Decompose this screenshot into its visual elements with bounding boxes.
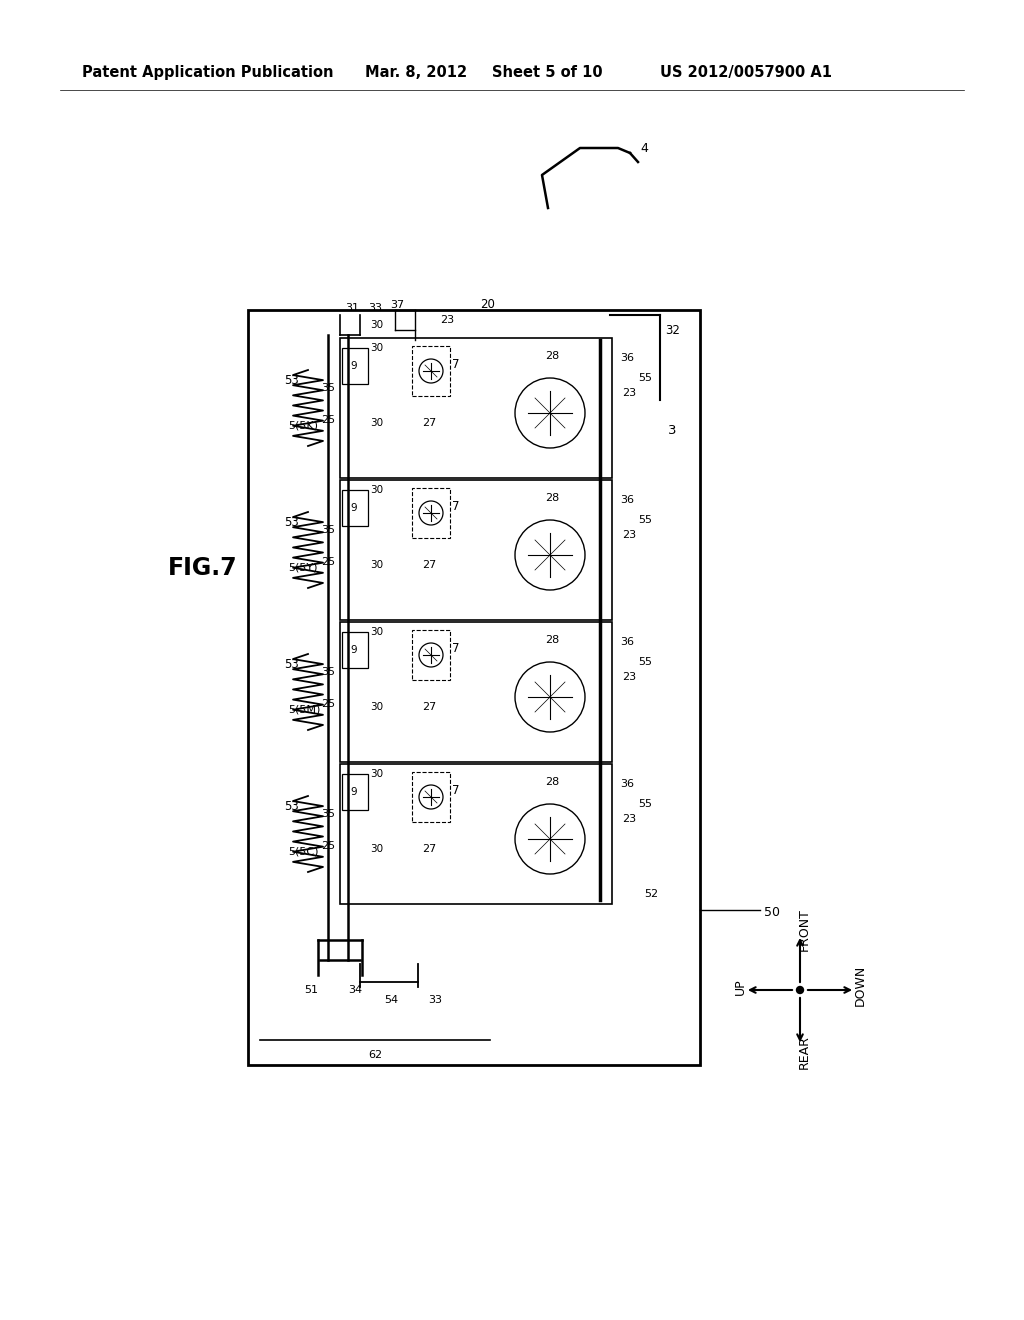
Bar (412, 488, 450, 539)
Text: 25: 25 (321, 414, 335, 425)
Text: 34: 34 (348, 985, 362, 995)
Text: 30: 30 (370, 627, 383, 638)
Bar (340, 764, 612, 904)
Text: 20: 20 (480, 298, 495, 312)
Text: 23: 23 (622, 531, 636, 540)
Text: 7: 7 (452, 358, 460, 371)
Text: 36: 36 (620, 495, 634, 506)
Text: 36: 36 (620, 779, 634, 789)
Text: REAR: REAR (798, 1035, 811, 1069)
Text: 30: 30 (370, 319, 383, 330)
Text: 33: 33 (368, 304, 382, 313)
Text: Patent Application Publication: Patent Application Publication (82, 65, 334, 81)
Text: 9: 9 (350, 645, 356, 655)
Text: 5(5M): 5(5M) (288, 705, 321, 715)
Bar (342, 348, 368, 384)
Text: 23: 23 (440, 315, 454, 325)
Text: 33: 33 (428, 995, 442, 1005)
Text: 30: 30 (370, 560, 383, 570)
Text: 62: 62 (368, 1049, 382, 1060)
Text: 55: 55 (638, 799, 652, 809)
Text: 32: 32 (665, 323, 680, 337)
Text: 23: 23 (622, 814, 636, 824)
Bar (248, 310, 700, 1065)
Text: 25: 25 (321, 841, 335, 851)
Text: 55: 55 (638, 515, 652, 525)
Text: 50: 50 (764, 906, 780, 919)
Bar (412, 346, 450, 396)
Text: 35: 35 (321, 383, 335, 393)
Text: 28: 28 (545, 351, 559, 360)
Text: FRONT: FRONT (798, 908, 811, 952)
Text: 53: 53 (284, 516, 299, 528)
Text: 27: 27 (422, 560, 436, 570)
Text: 30: 30 (370, 843, 383, 854)
Text: 25: 25 (321, 700, 335, 709)
Text: 7: 7 (452, 642, 460, 655)
Text: 27: 27 (422, 702, 436, 711)
Bar (340, 338, 612, 478)
Bar (412, 630, 450, 680)
Text: 35: 35 (321, 809, 335, 818)
Text: 36: 36 (620, 352, 634, 363)
Bar (342, 490, 368, 525)
Text: 5(5K): 5(5K) (288, 421, 318, 432)
Text: 5(5Y): 5(5Y) (288, 564, 317, 573)
Text: UP: UP (733, 978, 746, 995)
Text: 52: 52 (644, 888, 658, 899)
Text: 27: 27 (422, 418, 436, 428)
Text: 55: 55 (638, 657, 652, 667)
Text: DOWN: DOWN (853, 965, 866, 1006)
Text: 53: 53 (284, 374, 299, 387)
Text: 27: 27 (422, 843, 436, 854)
Text: 30: 30 (370, 770, 383, 779)
Text: 30: 30 (370, 484, 383, 495)
Text: 4: 4 (640, 141, 648, 154)
Text: 35: 35 (321, 667, 335, 677)
Text: 53: 53 (284, 657, 299, 671)
Text: US 2012/0057900 A1: US 2012/0057900 A1 (660, 65, 831, 81)
Text: 53: 53 (284, 800, 299, 813)
Text: 36: 36 (620, 638, 634, 647)
Text: Sheet 5 of 10: Sheet 5 of 10 (492, 65, 603, 81)
Bar (342, 632, 368, 668)
Text: 9: 9 (350, 787, 356, 797)
Text: 37: 37 (390, 300, 404, 310)
Text: 9: 9 (350, 503, 356, 513)
Text: 28: 28 (545, 635, 559, 645)
Text: 28: 28 (545, 777, 559, 787)
Text: 23: 23 (622, 388, 636, 399)
Text: 51: 51 (304, 985, 318, 995)
Text: 30: 30 (370, 343, 383, 352)
Bar (340, 622, 612, 762)
Bar (340, 480, 612, 620)
Text: 30: 30 (370, 418, 383, 428)
Text: 25: 25 (321, 557, 335, 568)
Text: Mar. 8, 2012: Mar. 8, 2012 (365, 65, 467, 81)
Text: 3: 3 (668, 424, 677, 437)
Text: 31: 31 (345, 304, 359, 313)
Text: 7: 7 (452, 499, 460, 512)
Text: 9: 9 (350, 360, 356, 371)
Text: 5(5C): 5(5C) (288, 847, 318, 857)
Text: FIG.7: FIG.7 (168, 556, 238, 579)
Text: 7: 7 (452, 784, 460, 796)
Text: 55: 55 (638, 374, 652, 383)
Text: 23: 23 (622, 672, 636, 682)
Text: 54: 54 (384, 995, 398, 1005)
Circle shape (797, 986, 804, 994)
Text: 30: 30 (370, 702, 383, 711)
Text: 35: 35 (321, 525, 335, 535)
Bar (342, 774, 368, 810)
Bar (412, 772, 450, 822)
Text: 28: 28 (545, 492, 559, 503)
